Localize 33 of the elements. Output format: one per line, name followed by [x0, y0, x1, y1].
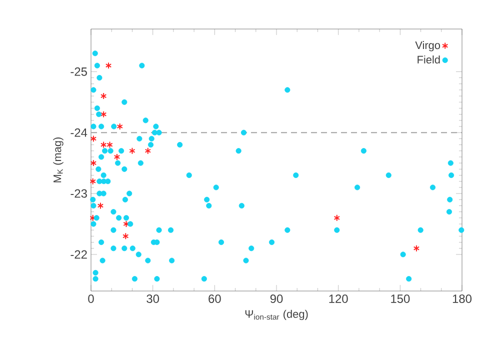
- point: [129, 147, 136, 154]
- legend-label: Field: [418, 55, 440, 64]
- y-axis-title: M$_{K}$ (mag): [53, 137, 64, 182]
- point: [413, 244, 420, 252]
- point: [105, 62, 112, 70]
- point: [116, 123, 123, 130]
- point: [97, 202, 104, 210]
- x-tick-label: 30: [146, 294, 160, 303]
- legend-label: Virgo: [415, 41, 440, 52]
- point: [334, 214, 340, 222]
- x-tick-label: 90: [270, 294, 283, 303]
- x-tick-label: 120: [329, 294, 348, 303]
- x-tick-label: 60: [208, 294, 221, 303]
- x-tick-label: 180: [452, 294, 472, 303]
- point: [90, 135, 97, 142]
- y-tick-label: -22: [70, 250, 87, 259]
- point: [123, 220, 130, 228]
- point: [90, 214, 96, 222]
- x-axis-title: Ψ$_{ion-star}$ (deg): [245, 310, 308, 320]
- point: [100, 92, 107, 100]
- y-tick-label: -25: [70, 67, 87, 76]
- point: [106, 141, 113, 148]
- point: [100, 110, 107, 118]
- point: [90, 160, 97, 167]
- x-tick-label: 0: [88, 294, 94, 303]
- point: [144, 147, 151, 154]
- y-tick-label: -23: [70, 189, 87, 198]
- point: [90, 178, 96, 185]
- point: [100, 141, 107, 148]
- point: [122, 232, 129, 240]
- x-tick-label: 150: [391, 294, 410, 303]
- y-tick-label: -24: [70, 128, 88, 137]
- point: [114, 153, 120, 160]
